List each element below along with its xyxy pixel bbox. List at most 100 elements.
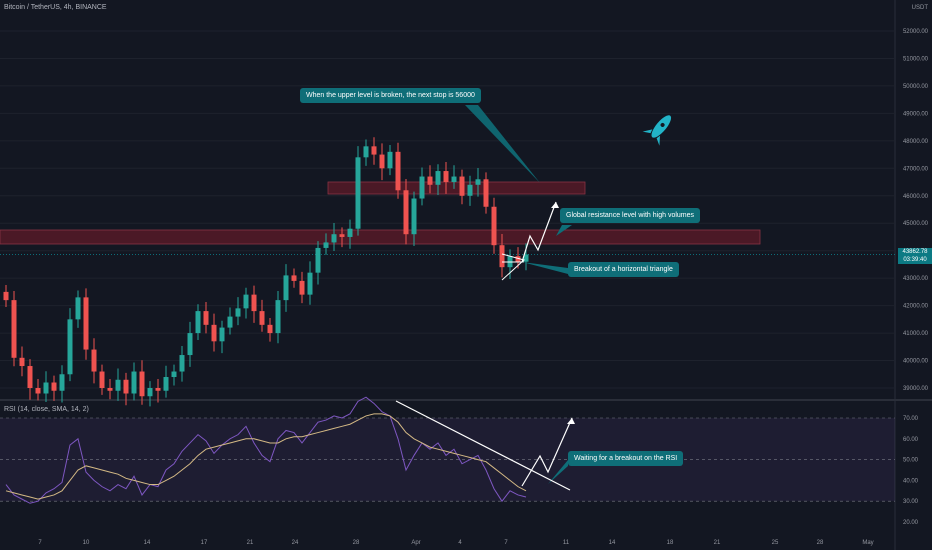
candle-body [195,311,201,334]
x-tick-label: 25 [772,540,779,546]
bar-countdown: 03:39:40 [903,257,927,263]
callout-pointer-upper [465,105,540,183]
candle-body [435,171,441,185]
candle-body [395,151,401,191]
candle-body [91,349,97,372]
price-tick-label: 39000.00 [903,386,929,392]
candle-body [235,308,241,317]
rsi-trendline [395,400,571,491]
candle-body [123,379,129,394]
candle-body [3,291,9,301]
x-tick-label: 7 [38,540,42,546]
arrow-head [551,202,559,208]
candle-body [203,311,209,325]
x-tick-label: 28 [353,540,360,546]
candle-body [27,366,33,388]
price-tick-label: 43000.00 [903,276,929,282]
price-tick-label: 45000.00 [903,221,929,227]
triangle-annotation [501,253,526,281]
currency-label: USDT [911,5,928,11]
candle-body [43,382,49,394]
rsi-tick-label: 60.00 [903,437,919,443]
candle-body [259,311,265,325]
rocket-icon [642,115,672,146]
candle-body [411,198,417,235]
candle-body [403,190,409,235]
candle-body [419,176,425,199]
candle-body [347,228,353,237]
candle-body [331,234,337,243]
candle-body [339,234,345,237]
rsi-tick-label: 30.00 [903,499,919,505]
x-tick-label: 4 [458,540,462,546]
price-tick-label: 40000.00 [903,359,929,365]
candle-body [211,324,217,342]
candle-body [427,176,433,185]
rsi-projection-arrow [521,417,573,487]
candle-body [115,379,121,391]
x-tick-label: 18 [667,540,674,546]
x-tick-label: 21 [714,540,721,546]
projection-arrow [521,201,557,263]
candle-body [187,333,193,356]
candle-body [323,242,329,248]
candle-body [75,297,81,320]
x-tick-label: Apr [411,540,420,546]
callout-resistance: Global resistance level with high volume… [560,208,701,223]
candle-body [139,371,145,397]
candle-body [59,374,65,391]
candle-body [99,371,105,388]
callout-pointer-resistance [556,225,572,236]
candle-body [523,254,529,262]
price-tick-label: 50000.00 [903,84,929,90]
x-tick-label: May [862,540,873,546]
rsi-tick-label: 40.00 [903,478,919,484]
candle-body [363,146,369,158]
candle-body [155,388,161,391]
callout-rsi: Waiting for a breakout on the RSI [568,451,684,466]
callout-pointer-triangle [522,262,568,274]
price-tick-label: 48000.00 [903,139,929,145]
rsi-tick-label: 50.00 [903,458,919,464]
candle-body [475,179,481,185]
candle-body [443,171,449,183]
candle-body [379,154,385,169]
candle-body [107,388,113,391]
candle-body [35,388,41,394]
price-tick-label: 41000.00 [903,331,929,337]
candle-body [307,272,313,295]
x-tick-label: 24 [292,540,299,546]
candle-body [483,179,489,207]
candle-body [163,377,169,391]
callout-upper-level: When the upper level is broken, the next… [300,88,481,103]
x-tick-label: 14 [609,540,616,546]
candle-body [179,355,185,372]
candle-body [355,157,361,229]
candle-body [283,275,289,301]
x-tick-label: 7 [504,540,508,546]
rsi-ma-line [5,413,527,500]
candle-body [19,357,25,367]
candle-body [459,176,465,196]
x-tick-label: 14 [144,540,151,546]
candle-body [467,184,473,196]
x-tick-label: 28 [817,540,824,546]
candle-body [315,247,321,273]
x-tick-label: 21 [247,540,254,546]
candle-body [267,324,273,334]
candle-body [51,382,57,391]
candle-body [275,300,281,334]
rsi-line [5,396,527,504]
candle-body [219,327,225,342]
resistance-zone [327,181,586,195]
candle-body [11,300,17,358]
candle-body [171,371,177,378]
candle-body [243,294,249,309]
x-tick-label: 11 [563,540,570,546]
price-tick-label: 51000.00 [903,56,929,62]
candle-body [227,316,233,328]
candle-body [251,294,257,312]
candle-body [147,388,153,397]
resistance-zone [0,229,761,245]
